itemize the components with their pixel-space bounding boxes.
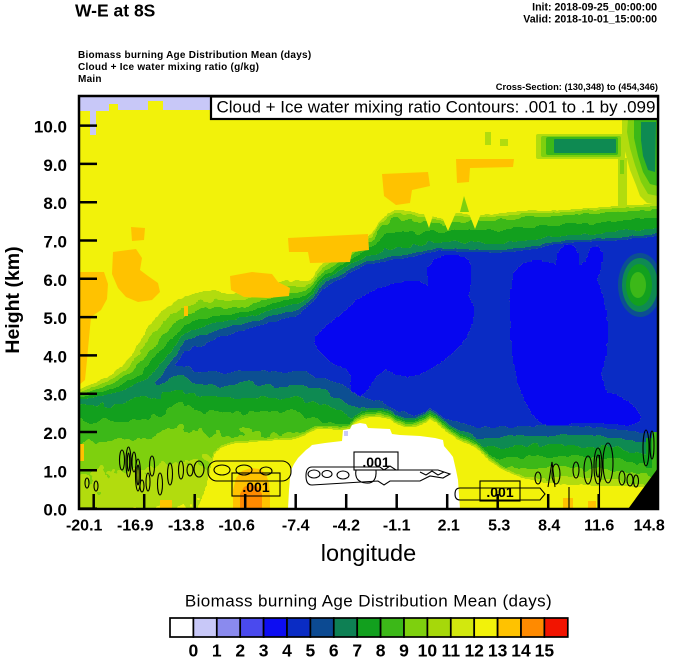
svg-text:9.0: 9.0: [43, 156, 67, 175]
svg-text:13: 13: [488, 641, 508, 661]
svg-text:11: 11: [442, 641, 461, 661]
svg-text:-20.1: -20.1: [66, 518, 103, 535]
svg-text:8.4: 8.4: [538, 518, 560, 535]
svg-text:Valid: 2018-10-01_15:00:00: Valid: 2018-10-01_15:00:00: [523, 14, 657, 26]
svg-text:-16.9: -16.9: [117, 518, 154, 535]
svg-text:Cloud + Ice water mixing ratio: Cloud + Ice water mixing ratio Contours:…: [217, 98, 656, 117]
svg-text:-7.4: -7.4: [282, 518, 310, 535]
svg-text:2: 2: [235, 641, 245, 661]
svg-text:.001: .001: [242, 479, 269, 495]
svg-text:longitude: longitude: [321, 540, 416, 566]
svg-text:3: 3: [259, 641, 269, 661]
svg-text:Biomass burning Age Distributi: Biomass burning Age Distribution Mean (d…: [185, 592, 552, 611]
svg-text:Cloud + Ice water mixing ratio: Cloud + Ice water mixing ratio (g/kg): [78, 62, 259, 73]
svg-text:11.6: 11.6: [584, 518, 614, 535]
svg-text:8: 8: [376, 641, 386, 661]
svg-text:6: 6: [329, 641, 339, 661]
svg-text:-1.1: -1.1: [383, 518, 411, 535]
svg-text:7: 7: [352, 641, 362, 661]
svg-text:0.0: 0.0: [43, 501, 67, 520]
svg-text:W-E at 8S: W-E at 8S: [75, 1, 155, 21]
svg-text:12: 12: [464, 641, 484, 661]
svg-text:14: 14: [511, 641, 531, 661]
svg-text:4.0: 4.0: [43, 347, 67, 366]
svg-text:14.8: 14.8: [634, 518, 665, 535]
svg-text:.001: .001: [486, 484, 513, 500]
svg-text:0: 0: [189, 641, 199, 661]
svg-text:10: 10: [418, 641, 438, 661]
svg-text:5: 5: [306, 641, 316, 661]
svg-text:4: 4: [282, 641, 292, 661]
svg-text:-10.6: -10.6: [218, 518, 255, 535]
svg-text:-4.2: -4.2: [332, 518, 360, 535]
svg-text:Main: Main: [78, 74, 102, 85]
svg-text:15: 15: [535, 641, 555, 661]
svg-text:5.3: 5.3: [488, 518, 510, 535]
svg-text:1: 1: [212, 641, 222, 661]
svg-text:1.0: 1.0: [43, 462, 67, 481]
svg-text:8.0: 8.0: [43, 194, 67, 213]
svg-text:Cross-Section: (130,348) to (4: Cross-Section: (130,348) to (454,346): [496, 82, 658, 92]
svg-text:Height (km): Height (km): [2, 246, 24, 353]
svg-text:2.0: 2.0: [43, 424, 67, 443]
svg-text:2.1: 2.1: [438, 518, 460, 535]
svg-text:3.0: 3.0: [43, 386, 67, 405]
svg-text:5.0: 5.0: [43, 309, 67, 328]
svg-text:Init: 2018-09-25_00:00:00: Init: 2018-09-25_00:00:00: [532, 2, 657, 14]
svg-text:6.0: 6.0: [43, 271, 67, 290]
svg-text:.001: .001: [362, 454, 389, 470]
svg-text:10.0: 10.0: [34, 118, 67, 137]
svg-text:-13.8: -13.8: [168, 518, 205, 535]
svg-text:7.0: 7.0: [43, 233, 67, 252]
svg-text:9: 9: [399, 641, 409, 661]
svg-text:Biomass burning Age Distributi: Biomass burning Age Distribution Mean (d…: [78, 50, 311, 61]
